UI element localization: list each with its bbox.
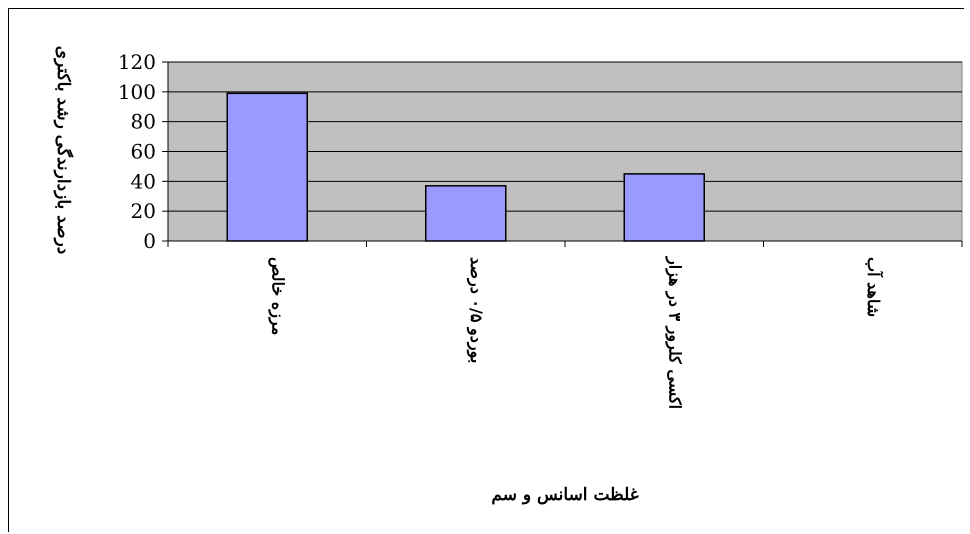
x-category-label: اکسی کلرور ۳ در هزار [664,256,684,409]
y-axis-ticks: 0 20 40 60 80 100 120 [118,50,168,253]
y-tick-label: 100 [118,80,156,104]
y-tick-label: 80 [131,110,156,134]
bar-2 [425,185,507,242]
x-axis-categories: مرزه خالص بوردو ۰/۵ درصد اکسی کلرور ۳ در ه… [267,256,885,409]
y-tick-label: 120 [118,50,156,74]
y-tick-label: 20 [131,199,156,223]
bars [226,92,705,242]
x-category-label: شاهد آب [864,257,885,317]
y-tick-label: 40 [131,169,156,193]
y-tick-label: 60 [131,140,156,164]
y-tick-label: 0 [143,229,156,253]
bar-3 [623,173,705,242]
chart-frame [8,8,964,532]
x-category-label: بوردو ۰/۵ درصد [466,257,486,363]
x-axis-title: غلظت اسانس و سم [491,485,638,505]
bar-1 [226,92,308,242]
y-axis-title: درصد بازدارندگی رشد باکتری [53,46,74,255]
x-category-label: مرزه خالص [267,257,287,335]
